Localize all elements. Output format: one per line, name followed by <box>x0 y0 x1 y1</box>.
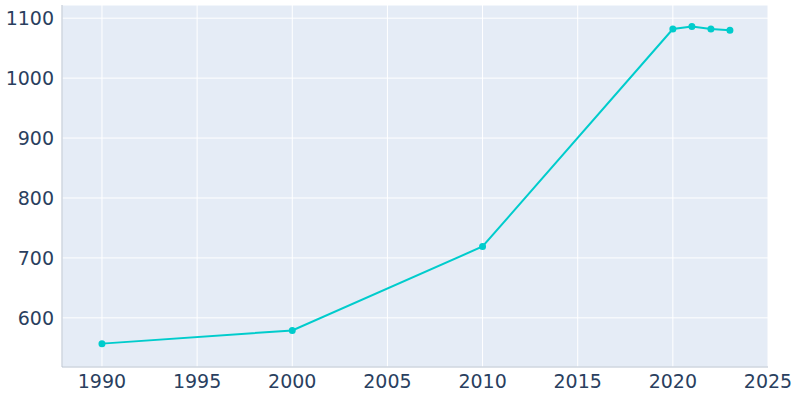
svg-text:2025: 2025 <box>744 370 792 392</box>
svg-text:1100: 1100 <box>8 7 54 29</box>
svg-text:1990: 1990 <box>78 370 126 392</box>
svg-text:1000: 1000 <box>8 67 54 89</box>
svg-text:2005: 2005 <box>363 370 411 392</box>
svg-text:1995: 1995 <box>173 370 221 392</box>
svg-text:2000: 2000 <box>268 370 316 392</box>
svg-text:2010: 2010 <box>458 370 506 392</box>
svg-text:2020: 2020 <box>649 370 697 392</box>
svg-text:900: 900 <box>18 127 54 149</box>
svg-text:2015: 2015 <box>554 370 602 392</box>
svg-text:700: 700 <box>18 247 54 269</box>
svg-text:600: 600 <box>18 307 54 329</box>
svg-text:800: 800 <box>18 187 54 209</box>
